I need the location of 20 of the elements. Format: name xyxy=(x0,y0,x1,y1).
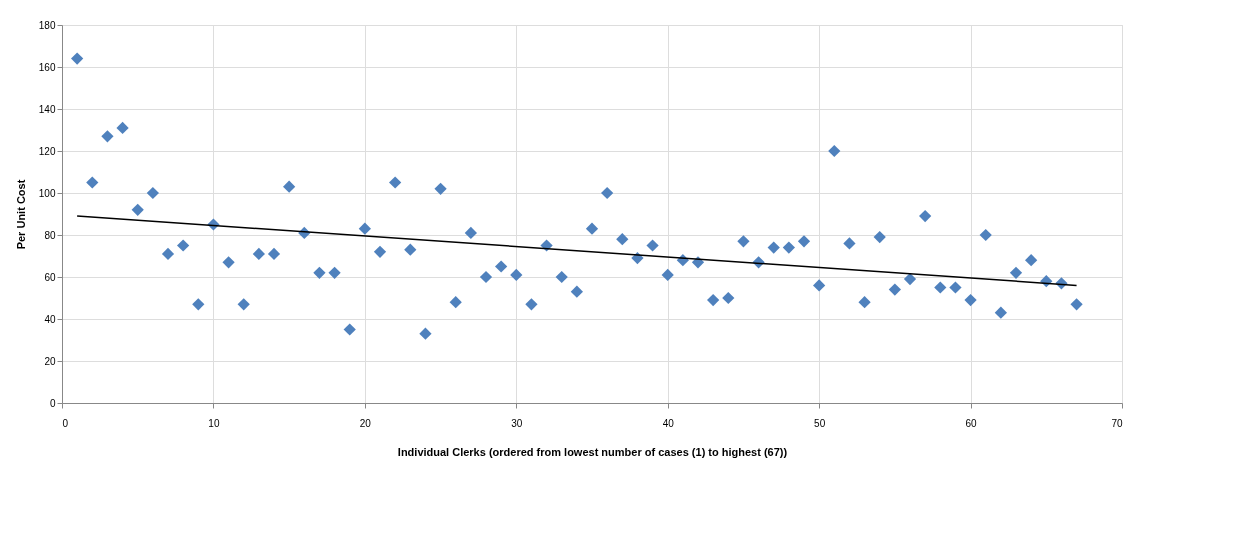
y-tick-label: 40 xyxy=(44,313,56,325)
y-tick-label: 180 xyxy=(38,19,56,31)
x-tick-label: 20 xyxy=(359,417,372,429)
y-tick-label: 20 xyxy=(44,355,56,367)
y-tick-label: 100 xyxy=(38,187,56,199)
x-tick-label: 30 xyxy=(511,417,523,429)
x-tick-label: 50 xyxy=(814,417,826,429)
x-tick-label: 40 xyxy=(662,417,675,429)
y-tick-label: 60 xyxy=(44,271,56,283)
x-tick-label: 0 xyxy=(62,417,69,429)
x-axis-title: Individual Clerks (ordered from lowest number of cases (1) to highest (67)) xyxy=(397,445,788,458)
y-tick-label: 0 xyxy=(49,397,56,409)
y-tick-label: 140 xyxy=(38,103,56,115)
x-tick-label: 60 xyxy=(965,417,978,429)
y-tick-label: 160 xyxy=(38,61,56,73)
y-tick-label: 120 xyxy=(38,145,56,157)
y-axis-title: Per Unit Cost xyxy=(14,179,27,250)
y-tick-label: 80 xyxy=(44,229,56,241)
x-tick-label: 70 xyxy=(1111,417,1123,429)
x-tick-label: 10 xyxy=(208,417,220,429)
